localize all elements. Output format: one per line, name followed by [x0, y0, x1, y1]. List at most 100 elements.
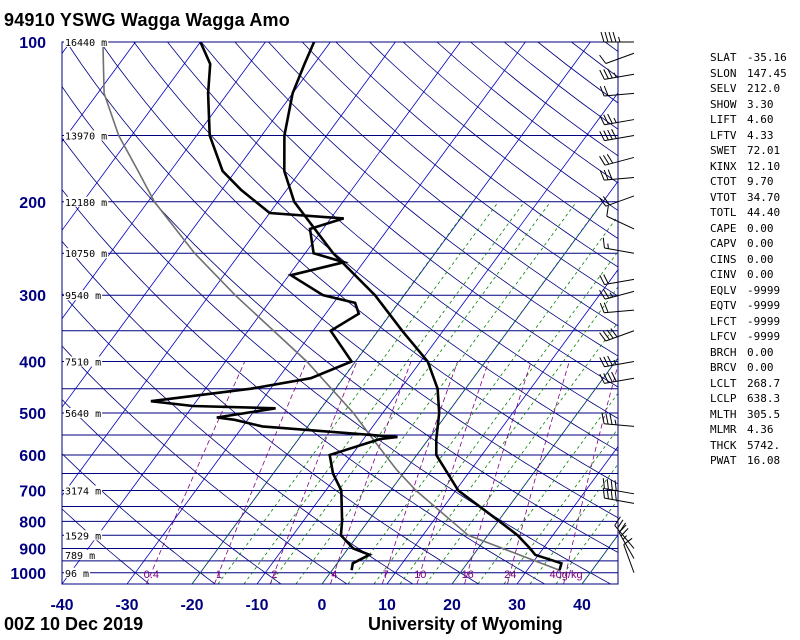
index-value: -9999	[747, 330, 781, 343]
wind-barb-full	[602, 487, 605, 499]
pressure-tick-label: 200	[19, 195, 46, 212]
index-row: SLAT -35.16	[710, 50, 787, 66]
wind-barb-full	[602, 478, 605, 489]
index-value: 0.00	[747, 361, 774, 374]
index-name: MLTH	[710, 407, 737, 421]
wind-barb-full	[599, 54, 607, 64]
mixing-ratio-label: 16	[462, 569, 474, 581]
index-row: CAPV 0.00	[710, 236, 787, 252]
parcel-path	[102, 42, 560, 571]
mixing-ratio-line	[214, 361, 307, 584]
isotherm-line	[62, 42, 266, 320]
wind-barb-full	[612, 31, 617, 43]
index-name: LCLT	[710, 376, 737, 390]
isotherm-line	[62, 42, 201, 231]
index-value: -35.16	[747, 51, 787, 64]
dry-adiabat-line	[62, 188, 545, 584]
wind-barb-full	[607, 169, 613, 180]
height-label: 7510 m	[65, 358, 101, 369]
dry-adiabat-line	[167, 42, 618, 419]
moist-adiabat-line	[425, 321, 618, 584]
index-value: 147.45	[747, 66, 787, 80]
pressure-tick-label: 100	[19, 35, 46, 52]
wind-barb	[599, 169, 635, 181]
wind-barb-full	[616, 519, 624, 529]
wind-barb-full	[620, 528, 629, 537]
wind-barb	[602, 237, 635, 254]
index-name: EQLV	[710, 283, 737, 297]
height-label: 12180 m	[65, 198, 107, 209]
wind-barb-half	[618, 36, 621, 43]
wind-barb	[599, 153, 635, 166]
index-name: CINS	[710, 252, 737, 266]
index-name: CTOT	[710, 175, 737, 188]
index-value: 16.08	[747, 454, 781, 467]
index-value: 305.5	[747, 407, 781, 421]
dry-adiabat-line	[268, 42, 618, 327]
index-row: SHOW 3.30	[710, 97, 787, 113]
wind-barb-full	[607, 113, 613, 124]
height-label: 789 m	[65, 551, 95, 562]
wind-barb-full	[603, 356, 609, 367]
moist-adiabat-line	[243, 201, 525, 584]
pressure-tick-label: 500	[19, 406, 46, 423]
index-name: THCK	[710, 438, 737, 452]
wind-barb-full	[606, 488, 609, 499]
moist-adiabat-line	[399, 286, 618, 584]
index-value: 0.00	[747, 237, 774, 250]
height-label: 13970 m	[65, 131, 107, 142]
wind-barb-full	[609, 414, 613, 425]
wind-barb-full	[599, 156, 606, 166]
index-row: CINV 0.00	[710, 267, 787, 283]
index-name: MLMR	[710, 423, 737, 436]
mixing-ratio-label: 40g/kg	[550, 569, 583, 581]
wind-barb-full	[599, 86, 605, 97]
wind-barb-full	[599, 289, 606, 300]
dry-adiabat-line	[62, 85, 618, 553]
dry-adiabat-line	[62, 137, 611, 584]
index-name: LFTV	[710, 128, 737, 142]
wind-barb	[599, 113, 635, 126]
wind-barb-full	[602, 288, 610, 299]
index-row: SELV 212.0	[710, 81, 787, 97]
wind-barb-full	[605, 413, 609, 425]
dry-adiabat-line	[234, 42, 618, 357]
isotherm-line	[62, 42, 461, 584]
temperature-tick-label: 40	[573, 597, 591, 614]
wind-barb-full	[599, 274, 605, 285]
data-source: University of Wyoming	[368, 614, 563, 634]
height-label-bg	[64, 549, 97, 560]
wind-barb-full	[606, 478, 609, 490]
index-value: -9999	[747, 314, 781, 328]
index-row: CAPE 0.00	[710, 221, 787, 237]
index-row: MLMR 4.36	[710, 422, 787, 438]
index-row: CTOT 9.70	[710, 174, 787, 190]
station-title: 94910 YSWG Wagga Wagga Amo	[4, 10, 290, 30]
index-value: 4.36	[747, 423, 774, 436]
index-name: SELV	[710, 82, 737, 95]
index-row: LCLP 638.3	[710, 391, 787, 407]
index-row: LFTV 4.33	[710, 128, 787, 144]
wind-barb-full	[599, 332, 607, 342]
index-value: 638.3	[747, 392, 781, 405]
index-name: SHOW	[710, 97, 737, 111]
wind-barb-half	[609, 292, 614, 298]
index-name: CINV	[710, 268, 737, 281]
temperature-tick-label: 0	[318, 597, 327, 614]
height-label-bg	[64, 407, 103, 418]
index-name: EQTV	[710, 299, 737, 312]
index-name: SLON	[710, 66, 737, 80]
wind-barb	[599, 274, 635, 286]
wind-barb	[599, 52, 635, 64]
wind-barb-staff	[604, 309, 635, 314]
wind-barb-full	[602, 237, 605, 249]
wind-barb-full	[607, 372, 613, 383]
index-value: 44.40	[747, 206, 781, 219]
mixing-ratio-label: 24	[504, 569, 516, 581]
pressure-tick-label: 800	[19, 514, 46, 531]
height-label: 1529 m	[65, 531, 101, 542]
index-row: THCK 5742.	[710, 438, 787, 454]
index-name: SLAT	[710, 51, 737, 64]
pressure-tick-label: 600	[19, 448, 46, 465]
moist-adiabat-line	[347, 215, 618, 584]
